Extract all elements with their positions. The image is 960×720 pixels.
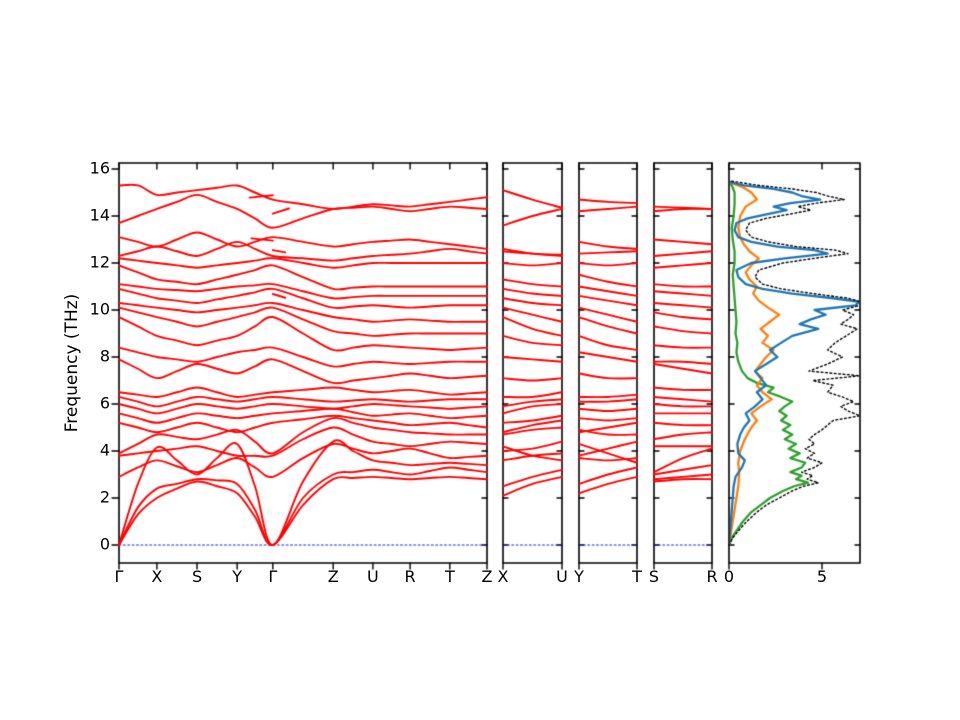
- plot-canvas: [0, 0, 960, 720]
